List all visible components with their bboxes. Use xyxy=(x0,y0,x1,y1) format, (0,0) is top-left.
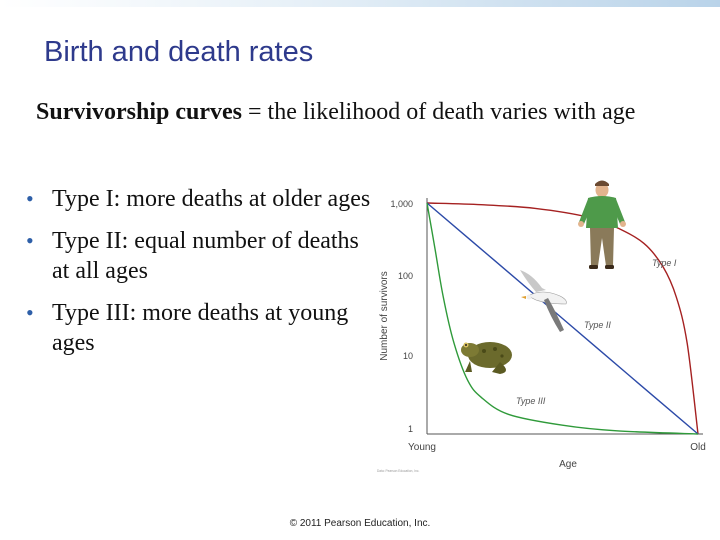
bullet-text: Type II: equal number of deaths at all a… xyxy=(52,228,359,284)
series-label-type-2: Type II xyxy=(584,320,611,330)
copyright-credit: © 2011 Pearson Education, Inc. xyxy=(289,518,431,529)
bullet-type-2: • Type II: equal number of deaths at all … xyxy=(26,226,376,286)
y-tick-label: 1,000 xyxy=(390,199,413,209)
bullet-dot: • xyxy=(26,228,34,253)
intro-term: Survivorship curves xyxy=(36,99,243,125)
bullet-dot: • xyxy=(26,186,34,211)
frog-illustration xyxy=(461,342,512,374)
source-note: Data: Pearson Education, Inc. xyxy=(377,469,419,473)
series-line-type-2 xyxy=(426,202,699,435)
series-label-type-1: Type I xyxy=(652,258,677,268)
x-tick-label: Old xyxy=(690,442,706,453)
human-illustration xyxy=(578,180,626,269)
series-layer xyxy=(426,202,699,435)
y-tick-label: 1 xyxy=(408,424,413,434)
bullet-type-3: • Type III: more deaths at young ages xyxy=(26,298,376,358)
bullet-list: • Type I: more deaths at older ages • Type… xyxy=(26,184,376,370)
y-axis-title: Number of survivors xyxy=(379,271,390,360)
bullet-type-1: • Type I: more deaths at older ages xyxy=(26,184,376,214)
x-axis-title: Age xyxy=(559,459,577,470)
bullet-dot: • xyxy=(26,300,34,325)
slide-title: Birth and death rates xyxy=(44,36,314,68)
bird-illustration xyxy=(520,270,567,332)
y-tick-label: 10 xyxy=(403,351,413,361)
y-tick-label: 100 xyxy=(398,271,413,281)
bullet-text: Type I: more deaths at older ages xyxy=(52,186,371,212)
intro-definition: = the likelihood of death varies with ag… xyxy=(242,99,636,125)
series-line-type-3 xyxy=(426,202,699,435)
series-label-type-3: Type III xyxy=(516,396,546,406)
x-tick-label: Young xyxy=(408,442,436,453)
bullet-text: Type III: more deaths at young ages xyxy=(52,300,349,356)
top-accent-bar xyxy=(0,0,720,7)
intro-text: Survivorship curves = the likelihood of … xyxy=(36,96,706,128)
series-line-type-1 xyxy=(426,202,699,435)
